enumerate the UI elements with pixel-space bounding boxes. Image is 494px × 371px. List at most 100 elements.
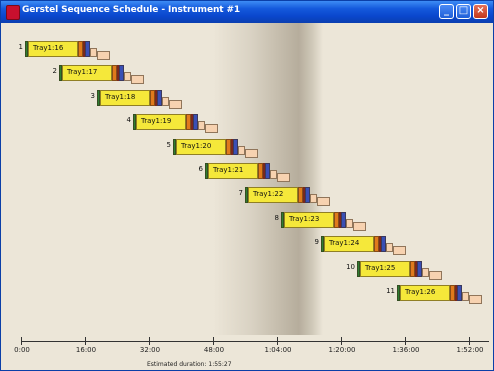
minimize-button[interactable]: _ <box>439 4 454 19</box>
row-number: 11 <box>386 287 395 295</box>
row-number: 7 <box>238 189 243 198</box>
row-number: 2 <box>52 67 57 76</box>
red-phase <box>379 236 381 253</box>
blue-phase <box>457 285 462 301</box>
axis-tick <box>213 337 214 345</box>
app-icon <box>6 5 20 20</box>
start-phase <box>357 260 360 277</box>
peach-phase <box>429 270 442 280</box>
close-button[interactable]: × <box>473 4 488 19</box>
start-phase <box>59 65 62 82</box>
peach-phase <box>422 267 429 277</box>
orange-phase <box>450 285 455 301</box>
blue-phase <box>341 211 346 228</box>
peach-phase <box>97 51 110 60</box>
blue-phase <box>119 65 124 82</box>
main-phase <box>248 187 298 204</box>
axis-tick-label: 1:52:00 <box>456 346 484 354</box>
time-axis: 0:00 16:00 32:00 48:00 1:04:00 1:20:00 1:36:00… <box>1 335 493 370</box>
peach-phase <box>245 148 258 158</box>
schedule-row[interactable]: 7 Tray1:22 <box>1 187 493 209</box>
main-phase <box>208 163 258 179</box>
axis-tick <box>469 337 470 345</box>
main-phase <box>136 114 186 131</box>
peach-phase <box>124 72 131 82</box>
red-phase <box>455 285 457 301</box>
orange-phase <box>334 211 339 228</box>
blue-phase <box>85 41 90 57</box>
axis-tick-label: 0:00 <box>14 346 30 354</box>
peach-phase <box>393 246 406 256</box>
axis-tick-label: 32:00 <box>139 346 161 354</box>
blue-phase <box>381 236 386 253</box>
row-number: 3 <box>90 91 95 100</box>
axis-tick-label: 48:00 <box>203 346 225 354</box>
peach-phase <box>353 221 366 231</box>
main-phase <box>100 89 150 106</box>
schedule-row[interactable]: 5 Tray1:20 <box>1 138 493 161</box>
peach-phase <box>277 173 290 182</box>
red-phase <box>303 187 305 204</box>
sample-label: Tray1:20 <box>181 141 212 150</box>
schedule-row[interactable]: 6 Tray1:21 <box>1 163 493 185</box>
red-phase <box>155 89 157 106</box>
orange-phase <box>374 236 379 253</box>
red-phase <box>263 163 265 179</box>
main-phase <box>400 285 450 301</box>
axis-tick <box>149 337 150 345</box>
sample-label: Tray1:23 <box>289 214 320 223</box>
peach-phase <box>162 96 169 106</box>
main-phase <box>284 211 334 228</box>
row-number: 4 <box>126 116 131 125</box>
main-phase <box>176 138 226 155</box>
schedule-row[interactable]: 4 Tray1:19 <box>1 114 493 136</box>
schedule-row[interactable]: 3 Tray1:18 <box>1 89 493 112</box>
peach-phase <box>270 170 277 179</box>
axis-tick-label: 16:00 <box>75 346 97 354</box>
red-phase <box>83 41 85 57</box>
axis-tick <box>341 337 342 345</box>
sample-label: Tray1:22 <box>253 190 284 199</box>
start-phase <box>97 89 100 106</box>
peach-phase <box>469 295 482 304</box>
orange-phase <box>258 163 263 179</box>
blue-phase <box>193 114 198 131</box>
schedule-row[interactable]: 1 Tray1:16 <box>1 41 493 63</box>
schedule-row[interactable]: 2 Tray1:17 <box>1 65 493 87</box>
maximize-button[interactable]: □ <box>456 4 471 19</box>
axis-tick-label: 1:04:00 <box>264 346 292 354</box>
title-bar[interactable]: Gerstel Sequence Schedule - Instrument #… <box>1 1 493 23</box>
row-number: 9 <box>314 238 319 247</box>
row-number: 8 <box>274 213 279 222</box>
main-phase <box>62 65 112 82</box>
peach-phase <box>310 194 317 204</box>
sample-label: Tray1:21 <box>213 166 244 174</box>
peach-phase <box>198 121 205 131</box>
red-phase <box>117 65 119 82</box>
sample-label: Tray1:24 <box>329 239 360 248</box>
schedule-row[interactable]: 11 Tray1:26 <box>1 285 493 307</box>
sample-label: Tray1:25 <box>365 263 396 272</box>
peach-phase <box>462 292 469 301</box>
schedule-row[interactable]: 9 Tray1:24 <box>1 236 493 258</box>
blue-phase <box>305 187 310 204</box>
window-title: Gerstel Sequence Schedule - Instrument #… <box>22 5 241 15</box>
start-phase <box>205 163 208 179</box>
orange-phase <box>226 138 231 155</box>
start-phase <box>25 41 28 57</box>
peach-phase <box>346 218 353 228</box>
schedule-row[interactable]: 10 Tray1:25 <box>1 260 493 283</box>
red-phase <box>339 211 341 228</box>
row-number: 1 <box>18 43 23 51</box>
row-number: 6 <box>198 165 203 173</box>
start-phase <box>133 114 136 131</box>
start-phase <box>397 285 400 301</box>
schedule-row[interactable]: 8 Tray1:23 <box>1 211 493 234</box>
blue-phase <box>233 138 238 155</box>
red-phase <box>415 260 417 277</box>
sample-label: Tray1:18 <box>105 92 136 101</box>
axis-tick <box>405 337 406 345</box>
blue-phase <box>157 89 162 106</box>
peach-phase <box>238 145 245 155</box>
